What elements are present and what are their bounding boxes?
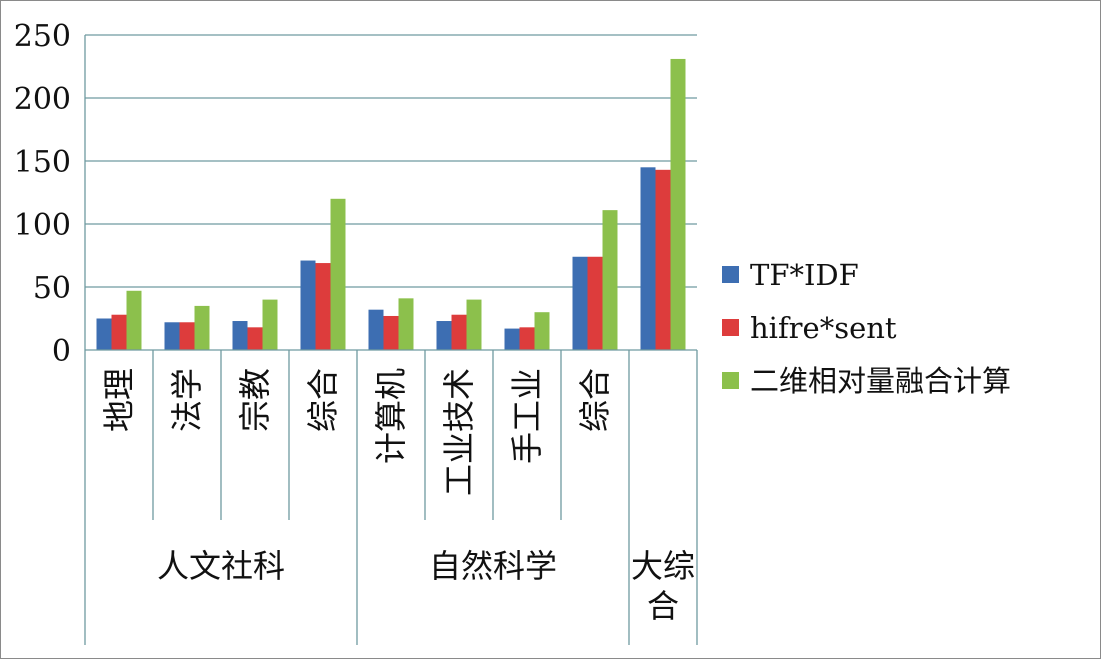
y-tick-label: 250 [14,19,71,54]
axes [84,35,698,645]
category-label: 手工业 [508,368,546,464]
bar [96,318,112,350]
bar [519,327,535,350]
bar [164,322,180,350]
bar [587,256,603,350]
bar [534,312,550,350]
category-label: 工业技术 [440,368,478,496]
legend: TF*IDF hifre*sent 二维相对量融合计算 [722,258,1011,398]
bar [262,299,278,350]
y-tick-label: 100 [14,208,71,243]
bar [504,328,520,350]
legend-label: 二维相对量融合计算 [750,364,1011,398]
bar [126,290,142,350]
bar [232,321,248,350]
legend-swatch [722,372,739,389]
group-label: 人文社科 [157,547,285,585]
category-label: 宗教 [236,368,274,432]
y-tick-labels: 0 50 100 150 200 250 [14,19,71,369]
bar [572,256,588,350]
bar [315,263,331,350]
group-label: 自然科学 [429,547,557,585]
y-tick-label: 50 [33,271,71,306]
legend-swatch [722,266,739,283]
category-label: 计算机 [372,368,410,464]
category-label: 地理 [100,368,138,432]
bar [368,309,384,350]
y-tick-label: 200 [14,82,71,117]
bar [436,321,452,350]
bars [96,58,686,350]
category-label: 综合 [576,368,614,432]
category-label: 法学 [168,368,206,432]
category-label: 综合 [304,368,342,432]
bar [398,298,414,350]
legend-label: hifre*sent [750,311,897,345]
legend-swatch [722,319,739,336]
group-label: 大综合 [631,547,695,625]
legend-label: TF*IDF [750,258,859,292]
y-tick-label: 0 [52,334,71,369]
bar [466,299,482,350]
bar [640,167,656,350]
bar [247,327,263,350]
bar [451,314,467,350]
bar [300,260,316,350]
bar [330,198,346,350]
y-tick-label: 150 [14,145,71,180]
bar [194,305,210,350]
bar [655,169,671,350]
bar [383,315,399,350]
bar [111,314,127,350]
bar [670,58,686,350]
category-labels: 地理 法学 宗教 综合 计算机 工业技术 手工业 综合 [100,368,614,496]
group-labels: 人文社科 自然科学 大综合 [157,547,695,625]
bar [602,210,618,350]
bar [179,322,195,350]
